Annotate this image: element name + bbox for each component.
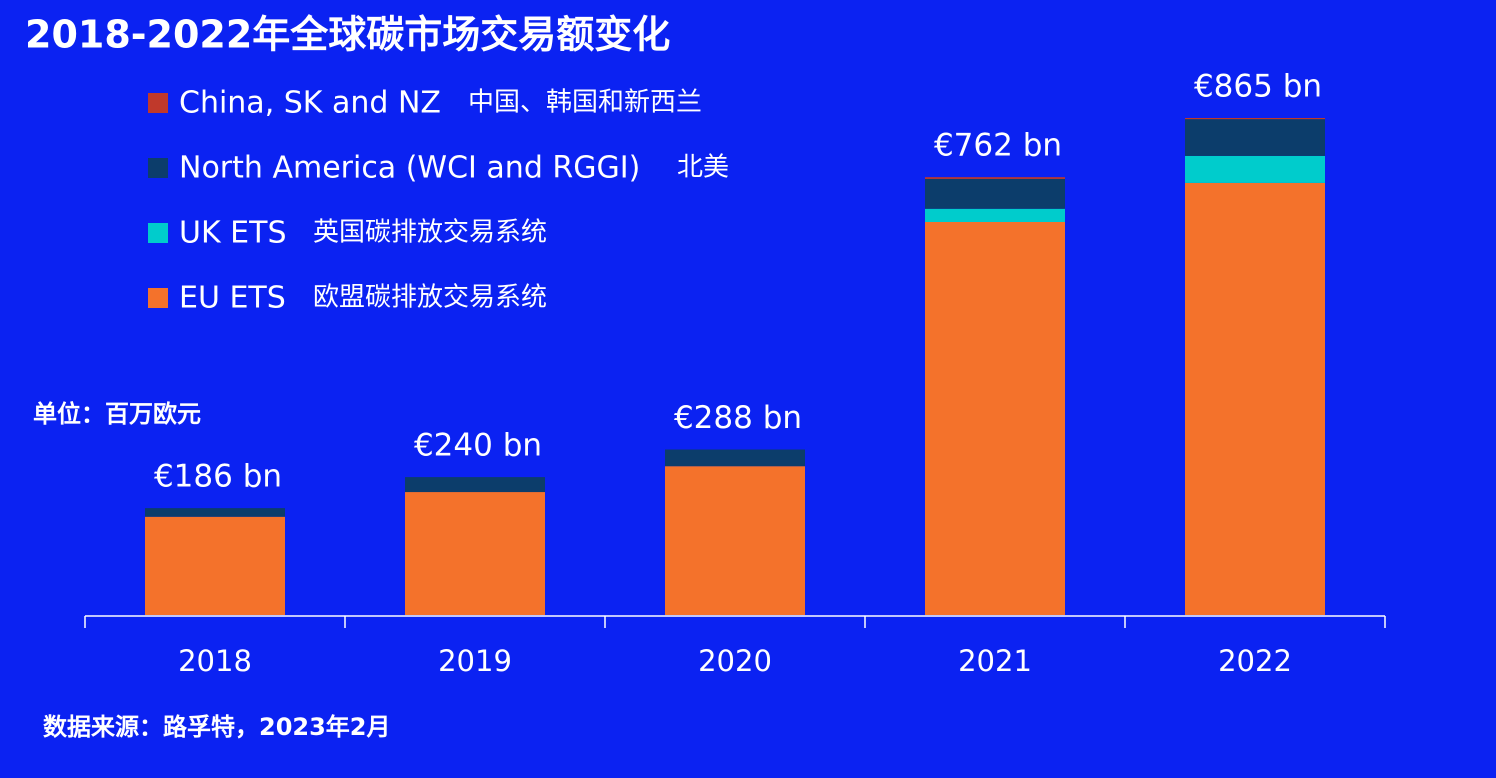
bar-segment [405, 492, 545, 615]
x-tick-label: 2018 [178, 644, 252, 678]
legend-swatch [148, 223, 168, 243]
bar-segment [1185, 155, 1325, 183]
x-tick-label: 2022 [1218, 644, 1292, 678]
bar-segment [1185, 118, 1325, 120]
bar-segment [145, 508, 285, 517]
chart-title: 2018-2022年全球碳市场交易额变化 [25, 13, 670, 57]
legend-label: China, SK and NZ [179, 86, 441, 121]
total-label: €865 bn [1194, 69, 1322, 105]
total-label: €288 bn [674, 400, 802, 436]
bar-segment [1185, 119, 1325, 156]
legend-label-zh: 英国碳排放交易系统 [313, 218, 547, 248]
bar-segment [665, 466, 805, 615]
bar-segment [1185, 182, 1325, 615]
bar-segment [665, 449, 805, 467]
unit-label: 单位：百万欧元 [33, 400, 201, 428]
bar-segment [925, 221, 1065, 616]
legend-swatch [148, 288, 168, 308]
bar-segment [405, 477, 545, 493]
bar-segment [145, 516, 285, 615]
legend-label-zh: 欧盟碳排放交易系统 [313, 283, 547, 313]
legend-label: EU ETS [179, 281, 286, 316]
x-tick-label: 2020 [698, 644, 772, 678]
legend-swatch [148, 93, 168, 113]
x-tick-label: 2019 [438, 644, 512, 678]
total-label: €186 bn [154, 459, 282, 495]
legend-label-zh: 中国、韩国和新西兰 [468, 88, 702, 118]
bar-segment [925, 208, 1065, 222]
bar-segment [925, 178, 1065, 209]
x-tick-label: 2021 [958, 644, 1032, 678]
legend-label: UK ETS [179, 216, 287, 251]
legend-label: North America (WCI and RGGI) [179, 151, 640, 186]
total-label: €240 bn [414, 428, 542, 464]
total-label: €762 bn [934, 128, 1062, 164]
legend-swatch [148, 158, 168, 178]
legend-label-zh: 北美 [677, 153, 729, 183]
bar-segment [925, 177, 1065, 179]
source: 数据来源：路孚特，2023年2月 [43, 713, 391, 741]
